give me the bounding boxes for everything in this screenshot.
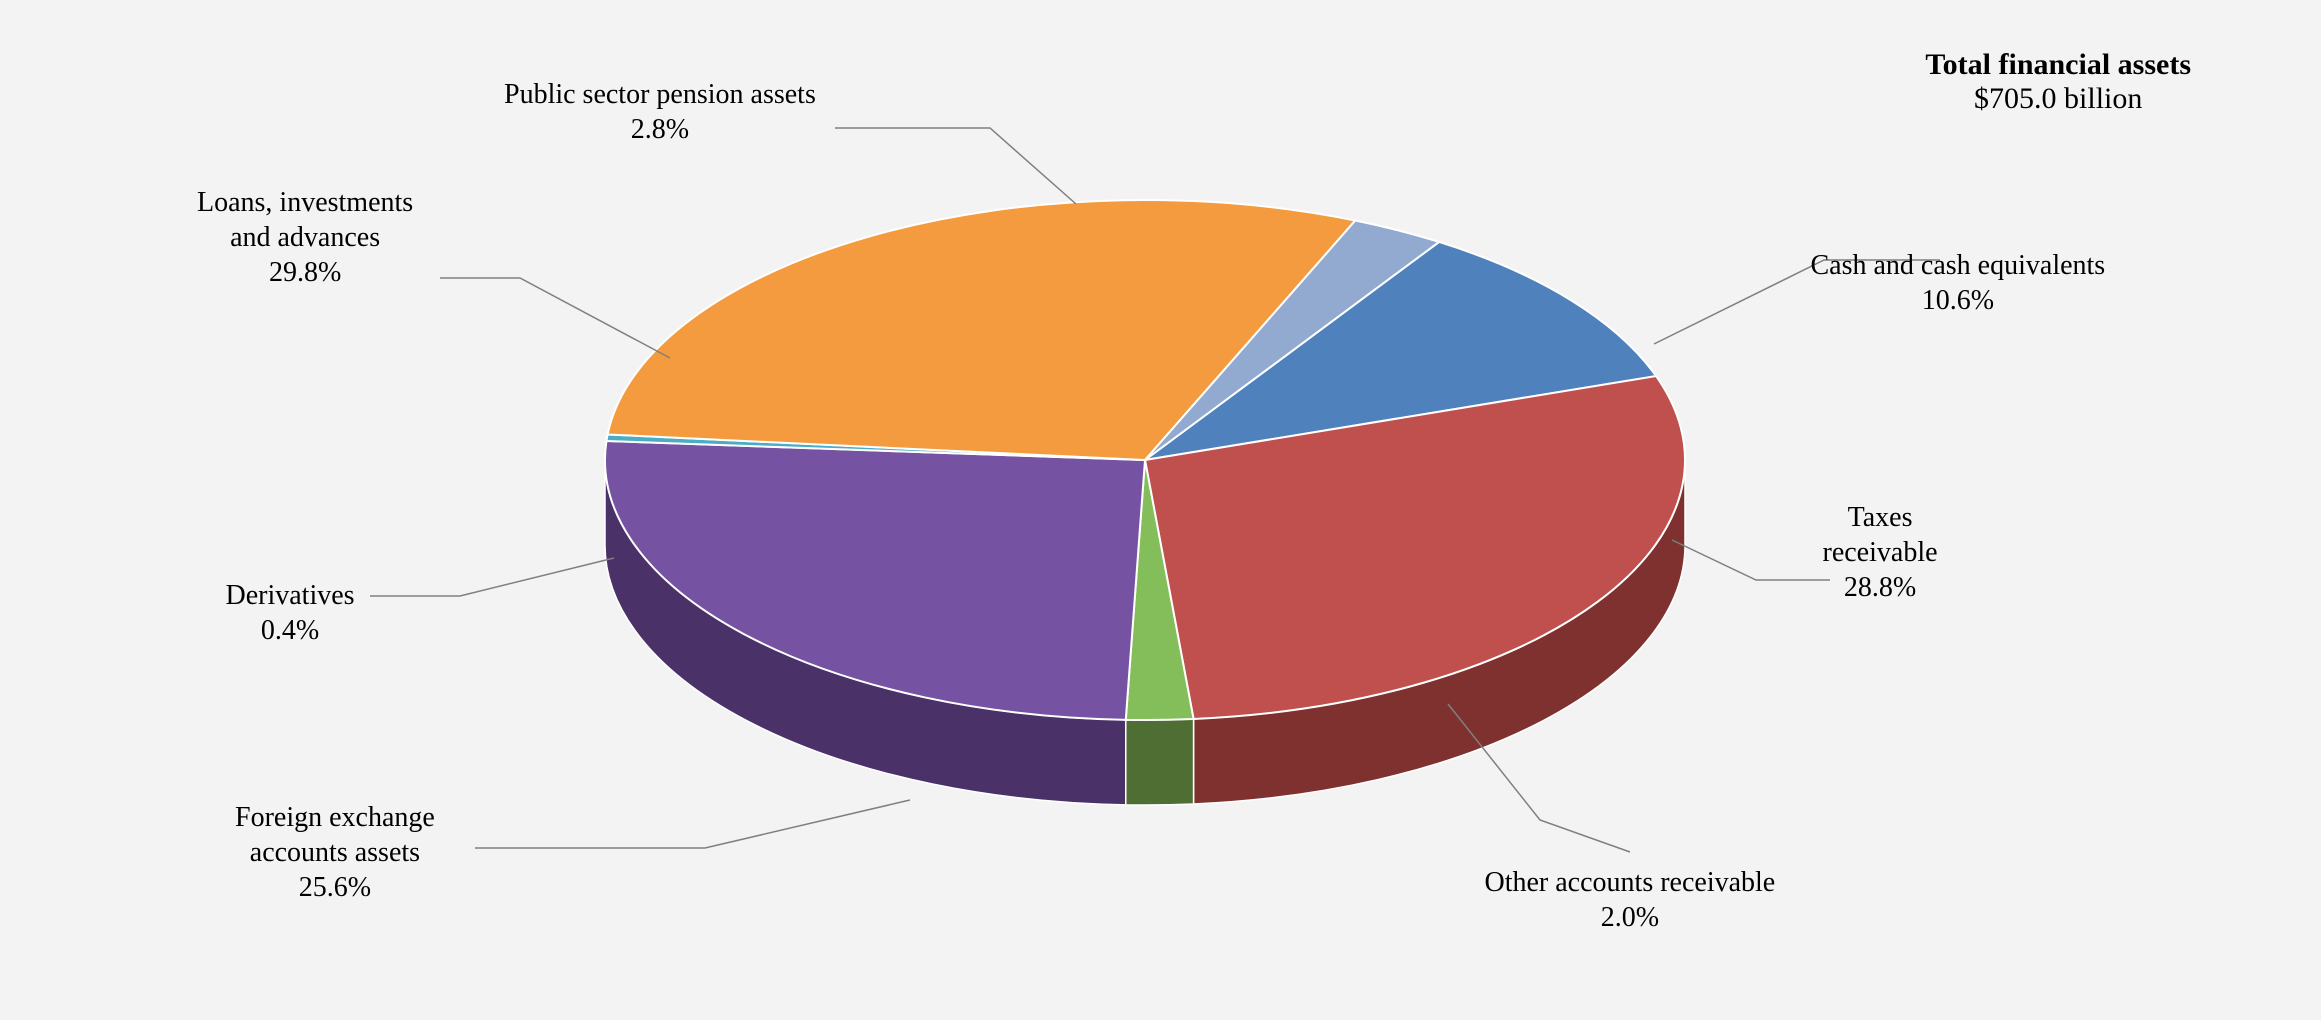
slice-label: Other accounts receivable2.0% xyxy=(1485,865,1776,935)
chart-title: Total financial assets $705.0 billion xyxy=(1925,48,2191,116)
leader-line xyxy=(1672,540,1830,580)
pie-chart-container: Total financial assets $705.0 billion Ca… xyxy=(0,0,2321,1015)
slice-label: Loans, investmentsand advances29.8% xyxy=(197,185,413,290)
slice-label: Cash and cash equivalents10.6% xyxy=(1811,248,2106,318)
chart-title-line1: Total financial assets xyxy=(1925,48,2191,82)
leader-line xyxy=(835,128,1076,204)
slice-label: Derivatives0.4% xyxy=(226,578,355,648)
leader-line xyxy=(370,558,614,596)
leader-line xyxy=(475,800,910,848)
slice-label: Taxesreceivable28.8% xyxy=(1823,500,1938,605)
chart-title-line2: $705.0 billion xyxy=(1925,82,2191,116)
leader-line xyxy=(440,278,670,358)
slice-label: Public sector pension assets2.8% xyxy=(504,77,816,147)
slice-label: Foreign exchangeaccounts assets25.6% xyxy=(235,800,435,905)
